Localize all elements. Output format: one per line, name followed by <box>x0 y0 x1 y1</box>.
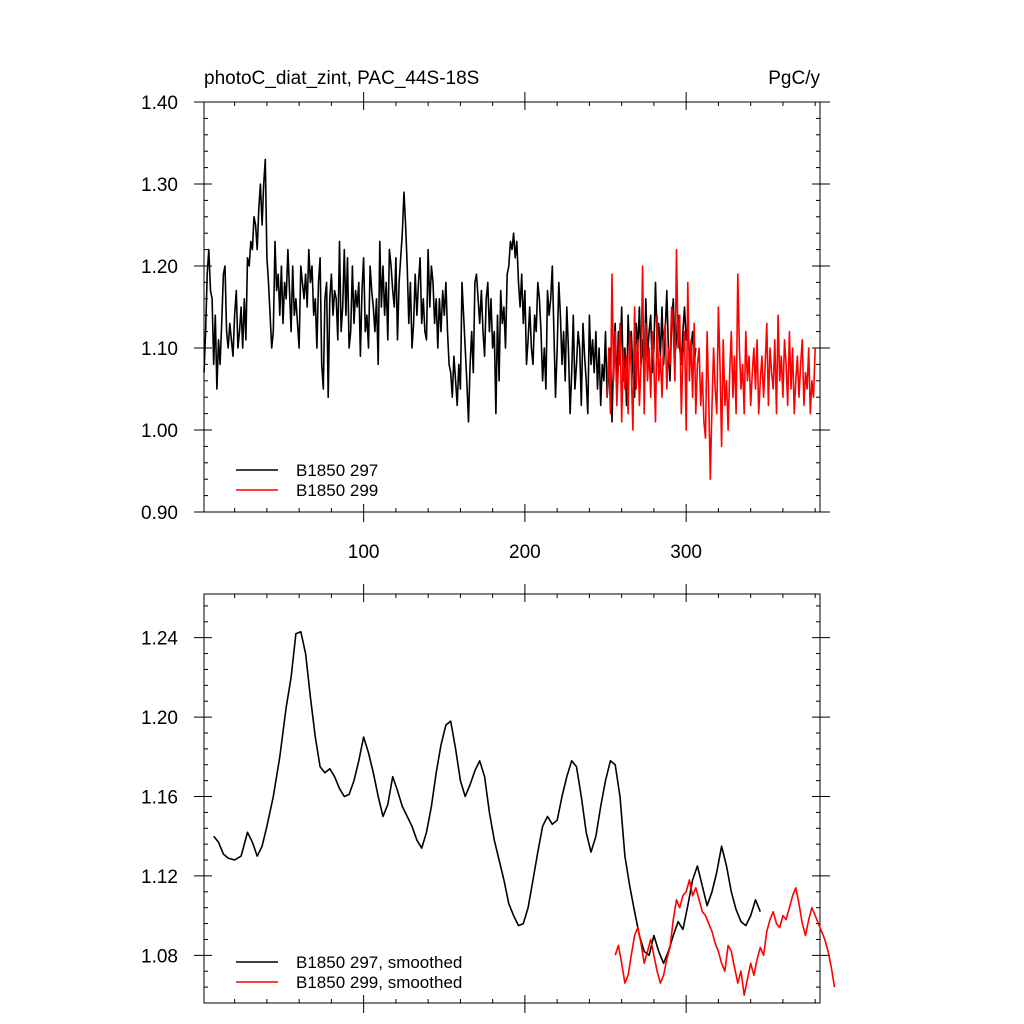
top-panel: 0.90 1.00 1.10 1.20 1.30 1.40 100 200 300 B1850 2… <box>141 92 830 563</box>
y-tick-label: 1.16 <box>141 788 178 809</box>
series-line-b1850-299 <box>606 248 816 480</box>
series-line-b1850-299 <box>614 879 836 996</box>
x-tick-label: 300 <box>670 542 702 563</box>
units-label: PgC/y <box>768 68 820 89</box>
plot-frame <box>203 593 821 1004</box>
y-tick-label: 1.00 <box>141 421 178 442</box>
y-tick-label: 1.12 <box>141 867 178 888</box>
y-tick-label: 1.10 <box>141 339 178 360</box>
y-tick-label: 1.30 <box>141 175 178 196</box>
legend-label: B1850 299 <box>296 481 378 500</box>
legend-label: B1850 297 <box>296 461 378 480</box>
chart-title: photoC_diat_zint, PAC_44S-18S <box>204 68 479 89</box>
series-line-b1850-297 <box>213 630 762 965</box>
y-tick-label: 1.20 <box>141 708 178 729</box>
x-tick-label: 200 <box>509 542 541 563</box>
legend-label: B1850 297, smoothed <box>296 953 462 972</box>
legend-label: B1850 299, smoothed <box>296 973 462 992</box>
y-tick-label: 0.90 <box>141 503 178 524</box>
plot-frame <box>203 101 821 513</box>
y-tick-label: 1.24 <box>141 629 178 650</box>
bottom-panel: 1.08 1.12 1.16 1.20 1.24 B1850 297, smoothedB… <box>141 584 836 1013</box>
y-tick-label: 1.08 <box>141 946 178 967</box>
y-tick-label: 1.20 <box>141 257 178 278</box>
x-tick-label: 100 <box>348 542 380 563</box>
y-tick-label: 1.40 <box>141 93 178 114</box>
